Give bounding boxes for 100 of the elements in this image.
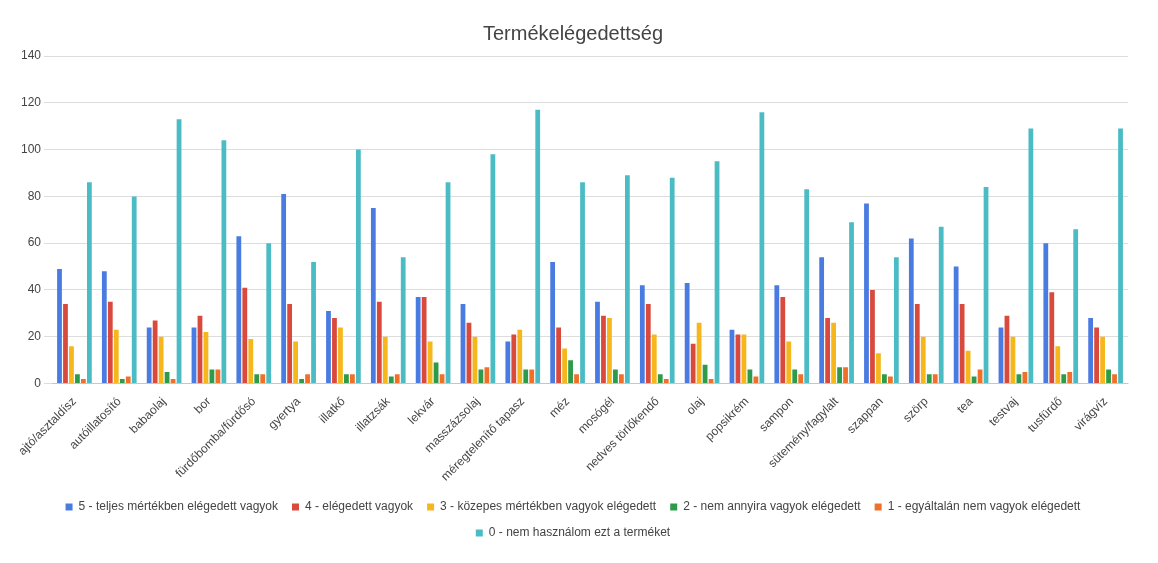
bar	[639, 285, 645, 384]
y-tick-label: 20	[27, 329, 42, 344]
bar	[920, 336, 926, 384]
bar	[601, 315, 606, 384]
y-tick-label: 40	[27, 282, 42, 297]
bar	[266, 243, 272, 384]
bar	[893, 257, 899, 384]
y-tick-label: 60	[27, 235, 42, 250]
bar	[332, 318, 337, 384]
bar	[1049, 292, 1055, 384]
y-tick-label: 140	[20, 48, 42, 63]
bar	[1043, 243, 1049, 384]
bar	[338, 327, 343, 384]
chart-title: Termékelégedettség	[482, 21, 664, 44]
bar	[837, 367, 842, 384]
bar	[1028, 128, 1034, 384]
legend-label: 5 - teljes mértékben elégedett vagyok	[78, 499, 280, 514]
y-tick-label: 80	[27, 188, 42, 203]
bar	[1073, 229, 1079, 384]
bar	[595, 301, 600, 384]
bar	[311, 261, 316, 384]
bar	[908, 238, 914, 384]
bar	[505, 341, 511, 384]
bar	[657, 374, 663, 384]
bar	[299, 378, 304, 384]
bar	[780, 297, 786, 384]
bar	[798, 374, 804, 384]
bar	[326, 311, 331, 384]
bar	[344, 374, 349, 384]
bar	[1088, 318, 1094, 384]
legend-label: 4 - elégedett vagyok	[305, 499, 415, 514]
bar	[645, 304, 651, 384]
bar	[146, 327, 152, 384]
bar	[86, 182, 92, 384]
bar	[305, 374, 310, 384]
bar	[350, 374, 355, 384]
bar	[819, 257, 825, 384]
bar	[1055, 346, 1061, 384]
y-tick-label: 120	[20, 95, 42, 110]
bar	[669, 177, 675, 384]
bar	[101, 271, 107, 384]
bar	[613, 369, 618, 384]
bar	[1112, 374, 1117, 384]
bar	[562, 348, 567, 384]
legend-label: 1 - egyáltalán nem vagyok elégedett	[887, 499, 1082, 514]
y-tick-label: 100	[20, 141, 42, 156]
bar	[119, 378, 125, 384]
bar	[786, 341, 792, 384]
bar	[690, 343, 696, 384]
bar	[400, 257, 406, 384]
bar	[882, 374, 887, 384]
bar	[523, 369, 529, 384]
bar	[511, 334, 517, 384]
bar	[959, 304, 965, 384]
bar	[1106, 369, 1111, 384]
bar	[529, 369, 535, 384]
bar	[574, 374, 579, 384]
bar	[376, 301, 382, 384]
bar	[607, 318, 612, 384]
x-tick-label: méz	[546, 394, 573, 421]
legend-label: 2 - nem annyira vagyok elégedett	[683, 499, 862, 514]
bar	[388, 376, 394, 384]
bar	[831, 322, 836, 384]
bar	[938, 226, 944, 384]
bar	[774, 285, 780, 384]
bar	[843, 367, 848, 384]
bar	[394, 374, 400, 384]
bar	[221, 140, 227, 384]
bar	[293, 341, 298, 384]
bar	[81, 378, 86, 384]
bar	[63, 304, 68, 384]
bar	[242, 287, 248, 384]
bar	[568, 360, 573, 384]
bar	[355, 149, 361, 384]
bar	[1067, 371, 1073, 384]
bar	[914, 304, 920, 384]
bar	[490, 154, 496, 384]
y-tick-label: 0	[34, 375, 42, 390]
bar	[932, 374, 938, 384]
bar	[870, 289, 875, 384]
bar	[131, 196, 137, 384]
bar	[624, 175, 630, 384]
bar	[864, 203, 869, 384]
bar	[415, 297, 421, 384]
bar	[75, 374, 80, 384]
bar	[953, 266, 959, 384]
bar	[1100, 336, 1105, 384]
legend-label: 0 - nem használom ezt a terméket	[488, 525, 671, 540]
bar	[517, 329, 523, 384]
bar	[254, 374, 260, 384]
bar	[421, 297, 427, 384]
bar	[619, 374, 624, 384]
bar	[248, 339, 254, 384]
bar	[535, 109, 541, 384]
bar	[876, 353, 881, 384]
bar	[1118, 128, 1123, 384]
bar	[926, 374, 932, 384]
legend-label: 3 - közepes mértékben vagyok elégedett	[440, 499, 657, 514]
bar	[107, 301, 113, 384]
x-tick-label: tea	[953, 394, 976, 416]
